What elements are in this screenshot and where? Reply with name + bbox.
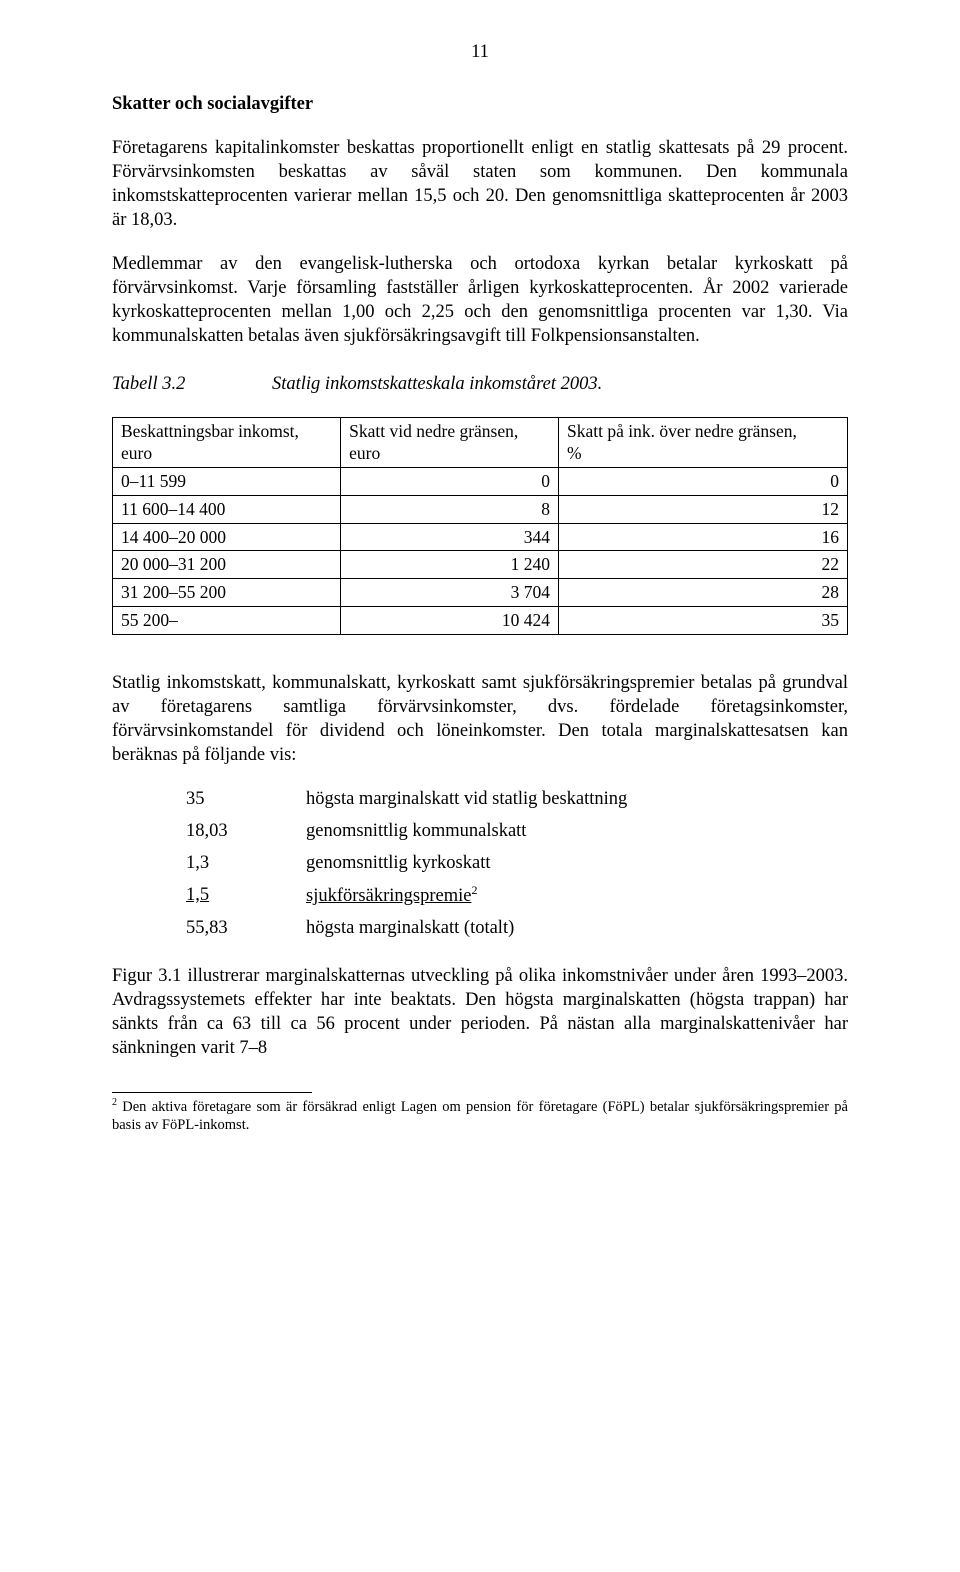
marginal-rates-list: 35 högsta marginalskatt vid statlig besk…	[186, 787, 848, 940]
marginal-value: 18,03	[186, 819, 306, 843]
th3a: Skatt på ink. över nedre gränsen,	[567, 421, 797, 441]
table-row: 55 200– 10 424 35	[113, 606, 848, 634]
th2b: euro	[349, 443, 380, 463]
page-number: 11	[112, 40, 848, 64]
th3b: %	[567, 443, 582, 463]
paragraph-4: Figur 3.1 illustrerar marginalskatternas…	[112, 964, 848, 1060]
cell: 0–11 599	[113, 468, 341, 496]
marginal-row-underline: 1,5 sjukförsäkringspremie2	[186, 883, 848, 908]
marginal-desc: genomsnittlig kyrkoskatt	[306, 851, 490, 875]
cell: 0	[341, 468, 559, 496]
cell: 11 600–14 400	[113, 495, 341, 523]
paragraph-1: Företagarens kapitalinkomster beskattas …	[112, 136, 848, 232]
cell: 28	[559, 579, 848, 607]
footnote-rule	[112, 1092, 312, 1093]
cell: 31 200–55 200	[113, 579, 341, 607]
th2a: Skatt vid nedre gränsen,	[349, 421, 518, 441]
table-row: 11 600–14 400 8 12	[113, 495, 848, 523]
marginal-desc: högsta marginalskatt vid statlig beskatt…	[306, 787, 627, 811]
table-row: 0–11 599 0 0	[113, 468, 848, 496]
cell: 14 400–20 000	[113, 523, 341, 551]
cell: 10 424	[341, 606, 559, 634]
th1a: Beskattningsbar inkomst,	[121, 421, 299, 441]
marginal-value: 1,3	[186, 851, 306, 875]
marginal-row: 35 högsta marginalskatt vid statlig besk…	[186, 787, 848, 811]
footnote-ref: 2	[471, 883, 477, 897]
table-row: 31 200–55 200 3 704 28	[113, 579, 848, 607]
footnote-text: Den aktiva företagare som är försäkrad e…	[112, 1099, 848, 1133]
table-caption-label: Tabell 3.2	[112, 372, 272, 396]
cell: 16	[559, 523, 848, 551]
tax-table: Beskattningsbar inkomst, euro Skatt vid …	[112, 417, 848, 635]
cell: 20 000–31 200	[113, 551, 341, 579]
th1b: euro	[121, 443, 152, 463]
paragraph-2: Medlemmar av den evangelisk-lutherska oc…	[112, 252, 848, 348]
marginal-row: 1,3 genomsnittlig kyrkoskatt	[186, 851, 848, 875]
marginal-row: 18,03 genomsnittlig kommunalskatt	[186, 819, 848, 843]
marginal-desc: genomsnittlig kommunalskatt	[306, 819, 526, 843]
cell: 55 200–	[113, 606, 341, 634]
table-header-col3: Skatt på ink. över nedre gränsen, %	[559, 417, 848, 468]
table-caption-title: Statlig inkomstskatteskala inkomståret 2…	[272, 372, 602, 396]
paragraph-3: Statlig inkomstskatt, kommunalskatt, kyr…	[112, 671, 848, 767]
section-heading: Skatter och socialavgifter	[112, 92, 848, 116]
table-row: 14 400–20 000 344 16	[113, 523, 848, 551]
cell: 22	[559, 551, 848, 579]
footnote: 2 Den aktiva företagare som är försäkrad…	[112, 1097, 848, 1134]
cell: 35	[559, 606, 848, 634]
table-caption: Tabell 3.2 Statlig inkomstskatteskala in…	[112, 372, 848, 396]
cell: 344	[341, 523, 559, 551]
cell: 8	[341, 495, 559, 523]
marginal-total-value: 55,83	[186, 916, 306, 940]
cell: 3 704	[341, 579, 559, 607]
marginal-desc: sjukförsäkringspremie2	[306, 883, 477, 908]
table-header-col2: Skatt vid nedre gränsen, euro	[341, 417, 559, 468]
cell: 0	[559, 468, 848, 496]
cell: 12	[559, 495, 848, 523]
cell: 1 240	[341, 551, 559, 579]
marginal-value: 1,5	[186, 883, 306, 908]
marginal-total-row: 55,83 högsta marginalskatt (totalt)	[186, 916, 848, 940]
table-row: 20 000–31 200 1 240 22	[113, 551, 848, 579]
marginal-value: 35	[186, 787, 306, 811]
marginal-total-desc: högsta marginalskatt (totalt)	[306, 916, 514, 940]
table-header-col1: Beskattningsbar inkomst, euro	[113, 417, 341, 468]
